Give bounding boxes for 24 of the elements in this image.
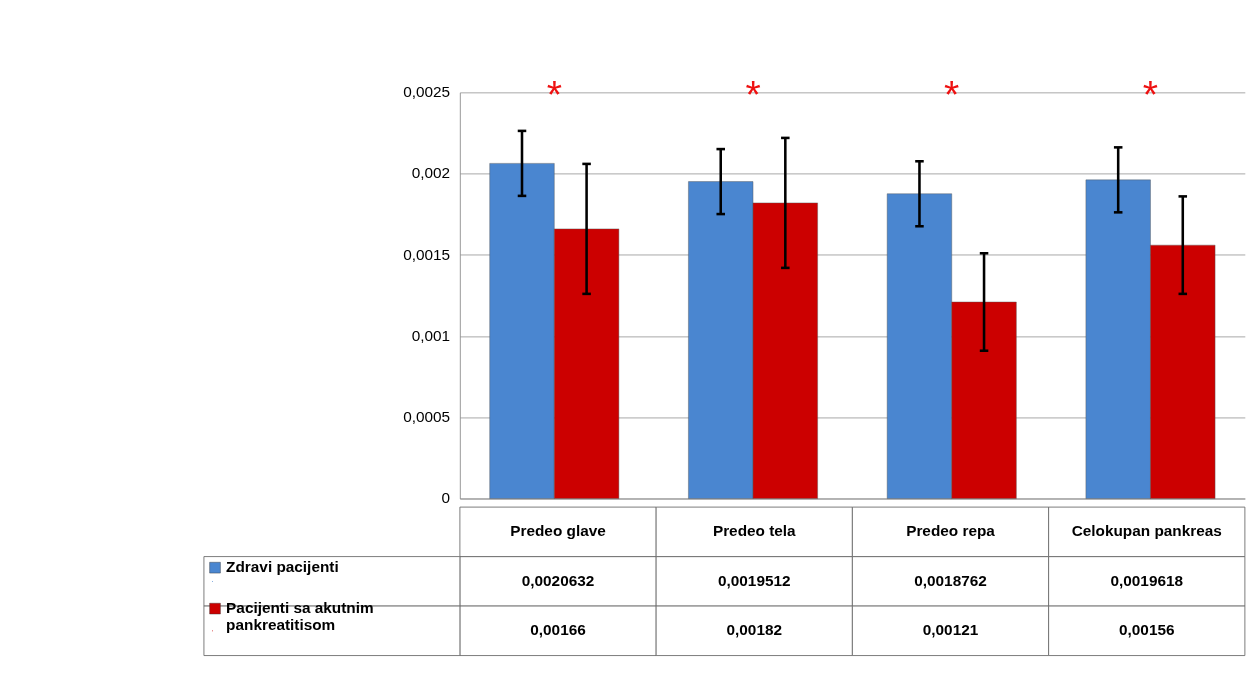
legend-label: Pacijenti sa akutnim pankreatitisom bbox=[226, 598, 374, 633]
annotation: * bbox=[1142, 71, 1159, 116]
annotation: * bbox=[745, 71, 761, 116]
data-label: 0,0019618 bbox=[1110, 571, 1184, 589]
x-tick-label: Predeo repa bbox=[906, 522, 996, 540]
data-label: 0,00156 bbox=[1119, 621, 1175, 639]
data-label: 0,0018762 bbox=[914, 571, 987, 589]
x-tick-label: Predeo glave bbox=[510, 522, 607, 540]
y-tick-label: 0,0025 bbox=[403, 83, 451, 101]
data-label: 0,00121 bbox=[922, 621, 979, 639]
data-label: 0,00182 bbox=[726, 621, 782, 639]
data-label: 0,0019512 bbox=[718, 571, 791, 589]
x-tick-label: Celokupan pankreas bbox=[1071, 522, 1222, 540]
y-tick-label: 0,002 bbox=[411, 164, 451, 182]
annotation: * bbox=[944, 71, 960, 116]
y-tick-label: 0,0005 bbox=[403, 408, 451, 426]
data-label: 0,00166 bbox=[530, 621, 586, 639]
legend-label: Zdravi pacijenti bbox=[226, 557, 339, 575]
y-tick-label: 0,0015 bbox=[403, 245, 451, 263]
annotation: * bbox=[546, 71, 562, 116]
y-tick-label: 0,001 bbox=[411, 326, 451, 344]
x-tick-label: Predeo tela bbox=[712, 522, 797, 540]
data-label: 0,0020632 bbox=[521, 571, 595, 589]
y-tick-label: 0 bbox=[441, 489, 451, 507]
